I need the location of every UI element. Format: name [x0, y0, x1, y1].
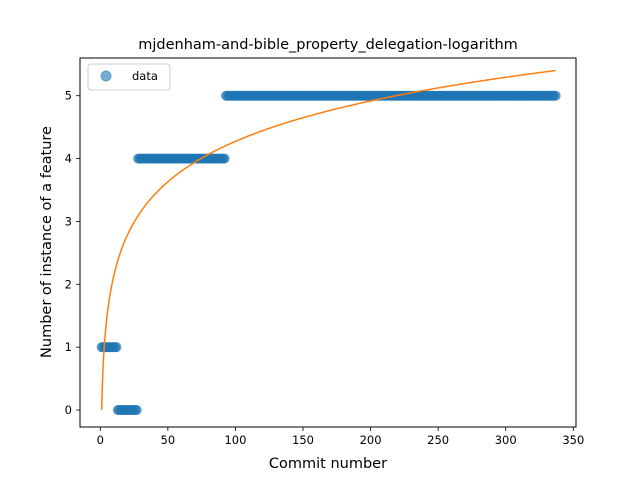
- plot-area: [96, 69, 561, 416]
- y-axis-label: Number of instance of a feature: [39, 126, 55, 358]
- plot-frame: [79, 57, 577, 428]
- x-tick-label: 150: [292, 433, 314, 447]
- y-axis: 0 1 2 3 4 5: [65, 89, 80, 417]
- y-tick-label: 1: [65, 340, 72, 354]
- fit-line: [100, 69, 556, 411]
- data-point: [131, 405, 142, 416]
- legend-label-data: data: [132, 69, 158, 83]
- x-tick-label: 350: [562, 433, 584, 447]
- legend-box: [87, 63, 171, 91]
- x-axis: 0 50 100 150 200 250 300 350: [97, 427, 584, 447]
- data-point: [219, 153, 230, 164]
- y-tick-label: 3: [65, 214, 72, 228]
- y-tick-label: 0: [65, 403, 72, 417]
- x-tick-label: 50: [161, 433, 176, 447]
- x-tick-label: 200: [360, 433, 382, 447]
- data-point: [550, 90, 561, 101]
- y-tick-label: 2: [65, 277, 72, 291]
- legend: data: [87, 63, 171, 91]
- y-tick-label: 5: [65, 89, 72, 103]
- x-tick-label: 0: [97, 433, 104, 447]
- chart-title: mjdenham-and-bible_property_delegation-l…: [138, 37, 518, 53]
- y-tick-label: 4: [65, 152, 72, 166]
- x-axis-label: Commit number: [269, 456, 387, 472]
- x-tick-label: 100: [224, 433, 246, 447]
- x-tick-label: 250: [427, 433, 449, 447]
- data-point: [111, 342, 122, 353]
- legend-marker-data: [100, 70, 112, 82]
- x-tick-label: 300: [495, 433, 517, 447]
